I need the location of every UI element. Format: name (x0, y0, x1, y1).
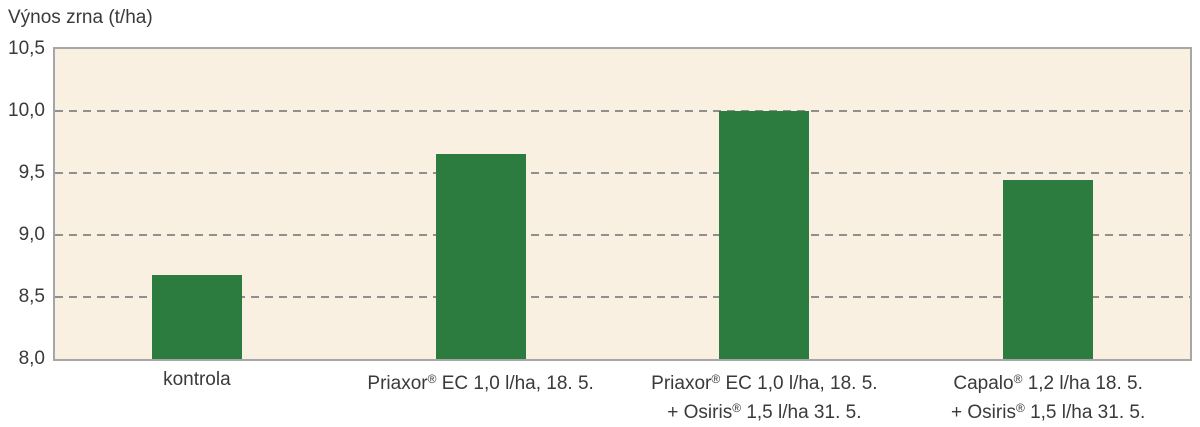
x-category-label-line: Capalo® 1,2 l/ha 18. 5. (953, 372, 1143, 394)
x-category-label: Priaxor® EC 1,0 l/ha, 18. 5. (339, 367, 623, 396)
gridline (55, 110, 1190, 112)
gridline (55, 234, 1190, 236)
bar-3 (719, 111, 810, 359)
y-axis-tick-label: 8,0 (18, 348, 45, 369)
y-axis-tick-label: 9,5 (18, 162, 45, 183)
x-category-label-line: Priaxor® EC 1,0 l/ha, 18. 5. (651, 372, 878, 394)
registered-trademark-symbol: ® (732, 401, 742, 415)
plot-area (53, 47, 1192, 361)
registered-trademark-symbol: ® (427, 372, 437, 386)
x-category-label-line: + Osiris® 1,5 l/ha 31. 5. (667, 401, 862, 423)
registered-trademark-symbol: ® (1015, 401, 1025, 415)
bar-1 (151, 274, 242, 359)
y-axis: 10,5 10,0 9,5 9,0 8,5 8,0 (0, 0, 45, 427)
x-category-label-line: kontrola (163, 369, 231, 390)
gridline (55, 296, 1190, 298)
registered-trademark-symbol: ® (711, 372, 721, 386)
chart-title: Výnos zrna (t/ha) (8, 7, 153, 28)
x-category-label: Capalo® 1,2 l/ha 18. 5. + Osiris® 1,5 l/h… (906, 367, 1190, 425)
y-axis-tick-label: 9,0 (18, 224, 45, 245)
x-category-label: kontrola (55, 367, 339, 392)
gridline (55, 172, 1190, 174)
y-axis-tick-label: 10,0 (8, 100, 45, 121)
bar-2 (435, 154, 526, 359)
y-axis-tick-label: 10,5 (8, 38, 45, 59)
bar-4 (1003, 180, 1094, 359)
y-axis-tick-label: 8,5 (18, 286, 45, 307)
registered-trademark-symbol: ® (1013, 372, 1023, 386)
x-category-label-line: + Osiris® 1,5 l/ha 31. 5. (951, 401, 1146, 423)
x-category-label: Priaxor® EC 1,0 l/ha, 18. 5. + Osiris® 1,… (623, 367, 907, 425)
x-category-label-line: Priaxor® EC 1,0 l/ha, 18. 5. (367, 372, 594, 394)
